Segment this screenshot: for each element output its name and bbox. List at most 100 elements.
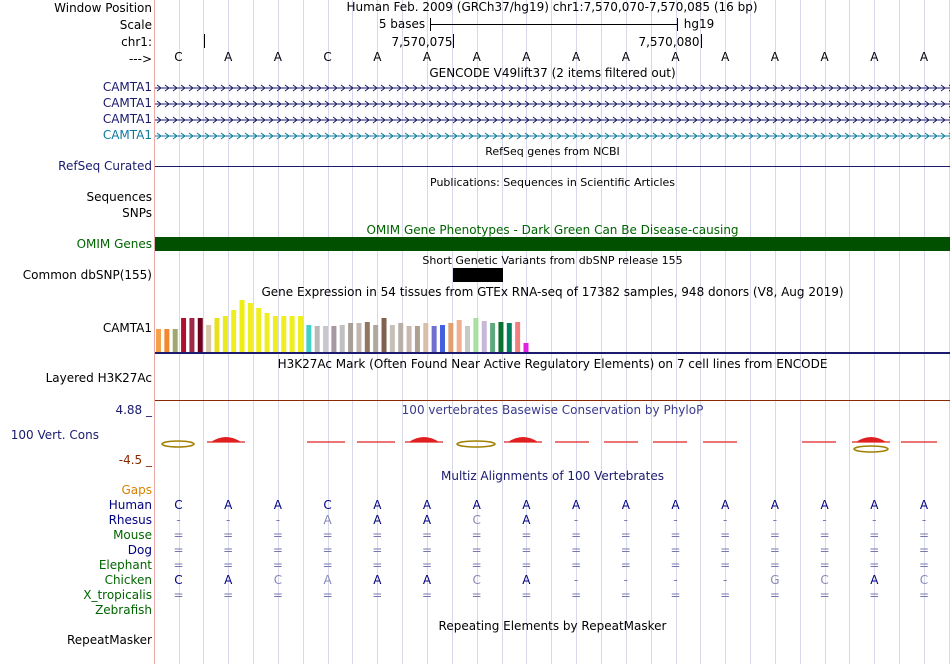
gtex-tissue-bar[interactable] [515,322,521,352]
publications-title[interactable]: Publications: Sequences in Scientific Ar… [430,176,675,189]
multiz-title[interactable]: Multiz Alignments of 100 Vertebrates [440,469,665,483]
ruler-position: 7,570,075 [391,35,453,49]
label-divider [154,0,155,664]
gtex-tissue-bar[interactable] [498,322,504,352]
gtex-tissue-bar[interactable] [373,325,379,352]
gtex-tissue-bar[interactable] [264,313,270,352]
sequence-base: C [323,50,332,64]
gtex-tissue-bar[interactable] [406,326,412,352]
sequence-base: A [373,50,382,64]
gtex-tissue-bar[interactable] [523,343,529,352]
gtex-tissue-bar[interactable] [423,323,429,352]
h3k27ac-title[interactable]: H3K27Ac Mark (Often Found Near Active Re… [277,357,828,371]
conservation-plot[interactable] [155,432,950,458]
gtex-tissue-bar[interactable] [381,318,387,352]
species-label[interactable]: Chicken [104,573,152,587]
gtex-tissue-bar[interactable] [172,329,178,352]
species-label[interactable]: Zebrafish [95,603,152,617]
gtex-tissue-bar[interactable] [181,318,187,352]
alignment-base: A [671,498,680,512]
gtex-tissue-bar[interactable] [206,325,212,352]
gtex-tissue-bar[interactable] [247,303,253,352]
omim-track-label[interactable]: OMIM Genes [76,237,152,251]
ruler-tick [204,34,205,48]
species-label[interactable]: Rhesus [108,513,152,527]
gencode-track-label[interactable]: CAMTA1 [102,96,152,110]
gencode-track-label[interactable]: CAMTA1 [102,80,152,94]
alignment-base: = [918,558,930,572]
gtex-tissue-bar[interactable] [356,323,362,352]
gtex-tissue-bar[interactable] [448,323,454,352]
gencode-title[interactable]: GENCODE V49lift37 (2 items filtered out) [429,66,676,80]
gencode-transcripts[interactable] [155,80,950,144]
gtex-tissue-bar[interactable] [431,326,437,352]
gtex-tissue-bar[interactable] [331,326,337,352]
gtex-tissue-bar[interactable] [222,316,228,352]
refseq-title[interactable]: RefSeq genes from NCBI [485,145,620,158]
repeatmasker-track-label[interactable]: RepeatMasker [66,633,152,647]
gtex-tissue-bar[interactable] [414,326,420,352]
gtex-tissue-bar[interactable] [306,325,312,352]
gtex-tissue-bar[interactable] [398,323,404,352]
alignment-base: = [173,558,184,572]
alignment-base: = [272,528,283,542]
dbsnp-variant[interactable] [453,268,503,282]
gtex-tissue-bar[interactable] [164,329,170,352]
repeatmasker-title[interactable]: Repeating Elements by RepeatMasker [438,619,667,633]
alignment-base: - [275,513,281,527]
species-label[interactable]: X_tropicalis [83,588,152,602]
gtex-tissue-bar[interactable] [348,323,354,352]
gencode-track-label[interactable]: CAMTA1 [102,128,152,142]
alignment-base: = [322,588,333,602]
refseq-track-label[interactable]: RefSeq Curated [58,159,152,173]
gtex-tissue-bar[interactable] [197,318,203,352]
species-label[interactable]: Dog [127,543,152,557]
gtex-tissue-bar[interactable] [506,323,512,352]
track-area[interactable]: Human Feb. 2009 (GRCh37/hg19) chr1:7,570… [155,0,950,664]
gtex-tissue-bar[interactable] [214,318,220,352]
gtex-tissue-bar[interactable] [465,326,471,352]
alignment-base: = [720,558,731,572]
gtex-tissue-bar[interactable] [490,323,496,352]
h3k27ac-track-label[interactable]: Layered H3K27Ac [45,371,152,385]
gencode-track-label[interactable]: CAMTA1 [102,112,152,126]
gtex-title[interactable]: Gene Expression in 54 tissues from GTEx … [261,285,844,299]
alignment-base: = [819,528,830,542]
dbsnp-title[interactable]: Short Genetic Variants from dbSNP releas… [422,254,683,267]
gtex-tissue-bar[interactable] [289,316,295,352]
gtex-tissue-bar[interactable] [481,321,487,352]
omim-title[interactable]: OMIM Gene Phenotypes - Dark Green Can Be… [366,223,739,237]
gtex-tissue-bar[interactable] [239,300,245,352]
species-label[interactable]: Mouse [113,528,152,542]
gtex-tissue-bar[interactable] [297,316,303,352]
gtex-tissue-bar[interactable] [281,316,287,352]
species-label[interactable]: Human [108,498,152,512]
alignment-base: A [224,498,233,512]
gtex-track-label[interactable]: CAMTA1 [102,321,152,335]
dbsnp-track-label[interactable]: Common dbSNP(155) [22,268,152,282]
gtex-tissue-bar[interactable] [364,322,370,352]
alignment-base: A [373,573,382,587]
gtex-bar-chart[interactable] [155,298,555,352]
gtex-tissue-bar[interactable] [439,325,445,352]
gtex-tissue-bar[interactable] [256,308,262,352]
conservation-track-label[interactable]: 100 Vert. Cons [10,428,99,442]
gtex-tissue-bar[interactable] [339,325,345,352]
gtex-tissue-bar[interactable] [323,326,329,352]
alignment-base: C [472,513,481,527]
species-label[interactable]: Elephant [98,558,152,572]
gtex-tissue-bar[interactable] [156,329,161,352]
gtex-tissue-bar[interactable] [231,310,237,352]
gtex-tissue-bar[interactable] [473,318,479,352]
alignment-base: = [322,543,333,557]
gtex-tissue-bar[interactable] [314,326,320,352]
alignment-base: - [723,573,728,587]
gtex-tissue-bar[interactable] [456,320,462,352]
gtex-tissue-bar[interactable] [389,325,395,352]
conservation-title[interactable]: 100 vertebrates Basewise Conservation by… [401,403,704,417]
snps-track-label[interactable]: SNPs [122,206,152,220]
gtex-tissue-bar[interactable] [189,318,195,352]
omim-feature-bar[interactable] [155,237,950,251]
gtex-tissue-bar[interactable] [272,316,278,352]
publications-track-label[interactable]: Sequences [86,190,152,204]
